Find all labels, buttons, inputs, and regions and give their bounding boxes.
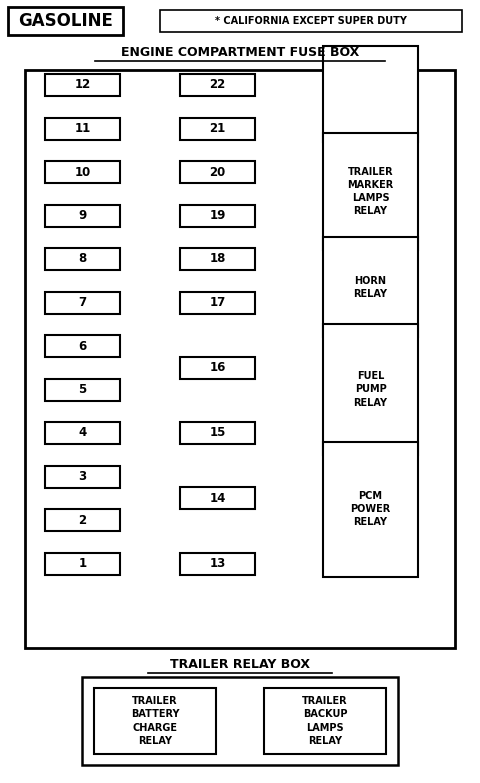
Bar [180,161,255,183]
Bar [8,7,123,35]
Text: 8: 8 [78,252,86,265]
Bar [45,553,120,575]
Text: 1: 1 [78,557,86,570]
Bar [160,10,462,32]
Text: 19: 19 [209,209,226,222]
Bar [45,335,120,357]
Text: 12: 12 [74,78,91,92]
Bar [45,422,120,444]
Text: 16: 16 [209,361,226,374]
Bar [180,422,255,444]
Bar [323,324,418,455]
Bar [45,466,120,488]
Text: 4: 4 [78,427,86,439]
Text: 3: 3 [78,470,86,483]
Bar [45,74,120,96]
Text: ENGINE COMPARTMENT FUSE BOX: ENGINE COMPARTMENT FUSE BOX [121,46,359,60]
Bar [25,70,455,648]
Bar [180,357,255,379]
Bar [180,204,255,226]
Text: GASOLINE: GASOLINE [18,12,113,30]
Text: 22: 22 [209,78,226,92]
Bar [82,677,398,765]
Text: * CALIFORNIA EXCEPT SUPER DUTY: * CALIFORNIA EXCEPT SUPER DUTY [215,16,407,26]
Bar [45,291,120,313]
Text: TRAILER RELAY BOX: TRAILER RELAY BOX [170,659,310,672]
Text: TRAILER
BATTERY
CHARGE
RELAY: TRAILER BATTERY CHARGE RELAY [131,696,179,745]
Bar [323,46,418,142]
Bar [323,442,418,576]
Text: 5: 5 [78,383,86,396]
Bar [180,553,255,575]
Text: 7: 7 [78,296,86,309]
Bar [45,117,120,139]
Text: 13: 13 [209,557,226,570]
Bar [94,688,216,754]
Bar [45,248,120,270]
Text: 17: 17 [209,296,226,309]
Text: 14: 14 [209,492,226,505]
Bar [180,291,255,313]
Text: 20: 20 [209,165,226,179]
Text: HORN
RELAY: HORN RELAY [353,276,387,299]
Bar [264,688,386,754]
Text: 10: 10 [74,165,91,179]
Text: 21: 21 [209,122,226,135]
Text: 6: 6 [78,340,86,352]
Text: 15: 15 [209,427,226,439]
Bar [180,487,255,509]
Bar [180,74,255,96]
Bar [45,204,120,226]
Text: 18: 18 [209,252,226,265]
Bar [323,133,418,251]
Text: 2: 2 [78,514,86,526]
Text: FUEL
PUMP
RELAY: FUEL PUMP RELAY [353,371,387,408]
Bar [45,509,120,531]
Bar [323,237,418,337]
Bar [180,248,255,270]
Bar [45,378,120,400]
Text: 11: 11 [74,122,91,135]
Bar [45,161,120,183]
Text: PCM
POWER
RELAY: PCM POWER RELAY [350,491,391,527]
Text: 9: 9 [78,209,86,222]
Text: TRAILER
BACKUP
LAMPS
RELAY: TRAILER BACKUP LAMPS RELAY [302,696,348,745]
Text: TRAILER
MARKER
LAMPS
RELAY: TRAILER MARKER LAMPS RELAY [348,167,394,216]
Bar [180,117,255,139]
